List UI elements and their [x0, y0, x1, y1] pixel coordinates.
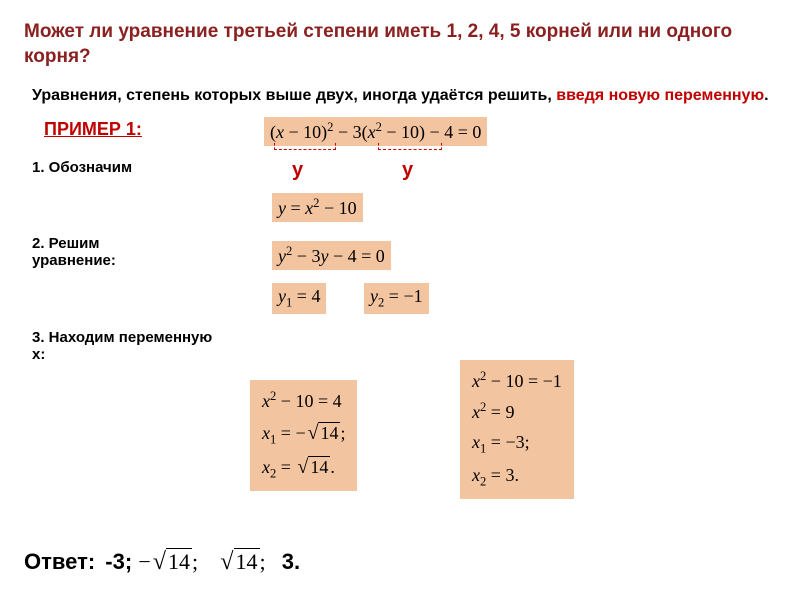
step3-label: 3. Находим переменную х:: [32, 329, 222, 363]
substitution-eq: y = x2 − 10: [272, 193, 363, 222]
answer-v1: -3;: [105, 549, 132, 574]
intro-part1: Уравнения, степень которых выше двух, ин…: [32, 87, 556, 104]
answer-label: Ответ:: [24, 549, 95, 574]
step2-label: 2. Решим уравнение:: [32, 235, 162, 269]
intro-red: введя новую переменную: [556, 87, 764, 104]
answer-sqrt14: 14;: [218, 549, 265, 574]
page-title: Может ли уравнение третьей степени иметь…: [24, 20, 776, 69]
solution-box-1: x2 − 10 = 4 x1 = −14; x2 = 14.: [250, 380, 357, 491]
example-label: ПРИМЕР 1:: [44, 119, 142, 140]
answer-line: Ответ: -3; −14; 14; 3.: [24, 548, 300, 576]
answer-v4: 3.: [282, 549, 300, 574]
main-equation: (x − 10)2 − 3(x2 − 10) − 4 = 0: [264, 117, 487, 146]
step1-label: 1. Обозначим: [32, 159, 132, 176]
solution-box-2: x2 − 10 = −1 x2 = 9 x1 = −3; x2 = 3.: [460, 360, 574, 499]
quadratic-y: y2 − 3y − 4 = 0: [272, 241, 391, 270]
intro-dot: .: [764, 87, 768, 104]
y-marker-2: у: [402, 159, 413, 182]
y1-value: y1 = 4: [272, 283, 326, 314]
y2-value: y2 = −1: [364, 283, 429, 314]
answer-neg-sqrt14: −14;: [138, 549, 198, 574]
intro-text: Уравнения, степень которых выше двух, ин…: [24, 85, 776, 107]
bracket-2: [378, 143, 442, 150]
bracket-1: [274, 143, 336, 150]
y-marker-1: у: [292, 159, 303, 182]
